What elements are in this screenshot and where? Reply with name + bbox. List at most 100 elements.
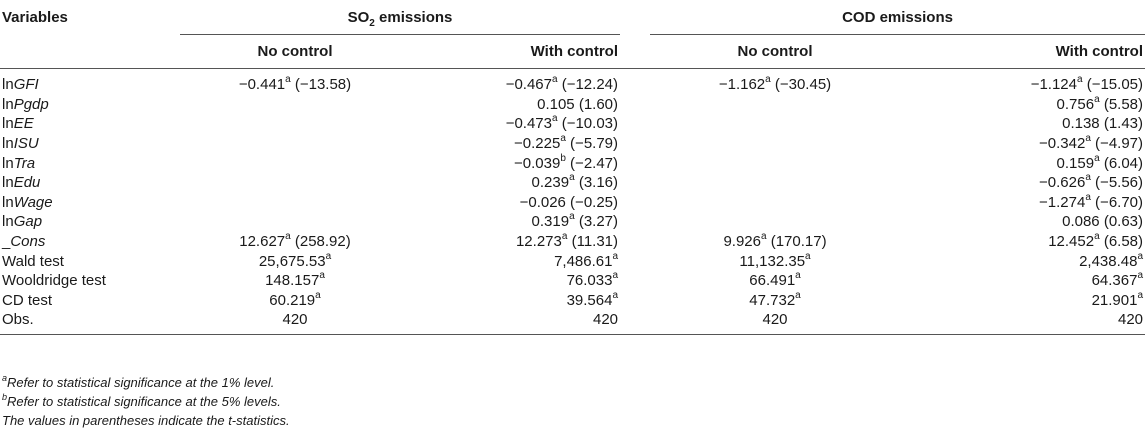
note-b: bRefer to statistical significance at th… [2, 391, 281, 409]
value-cell [180, 153, 410, 173]
note-a: aRefer to statistical significance at th… [2, 372, 275, 390]
row-label: Wald test [2, 252, 64, 270]
note-parentheses: The values in parentheses indicate the t… [2, 413, 290, 428]
so2-with-control-header: With control [410, 34, 621, 69]
so2-no-control-header: No control [180, 34, 410, 69]
gap-cell [620, 173, 650, 193]
gap-cell [620, 193, 650, 213]
gap-cell [620, 212, 650, 232]
value-cell: 39.564a [566, 289, 619, 309]
row-label: lnGFI [2, 76, 39, 94]
value-cell: −0.441a (−13.58) [238, 74, 352, 94]
value-cell: 420 [180, 310, 410, 335]
value-cell: 12.452a (6.58) [1048, 231, 1144, 251]
gap-header [620, 34, 651, 69]
value-cell [650, 95, 900, 115]
value-cell [650, 153, 900, 173]
table-body: lnGFI −0.441a (−13.58) −0.467a (−12.24) −1.… [0, 69, 1145, 335]
so2-suffix: emissions [374, 8, 453, 26]
value-cell: 25,675.53a [258, 250, 332, 270]
regression-table: Variables SO2 emissions COD emissions No… [0, 0, 1145, 335]
value-cell: −0.225a (−5.79) [514, 133, 619, 153]
value-cell [180, 95, 410, 115]
value-cell: −1.274a (−6.70) [1039, 191, 1144, 211]
row-label: lnWage [2, 193, 53, 211]
gap-cell [620, 310, 651, 335]
table-row: Wald test 25,675.53a 7,486.61a 11,132.35a 2,… [0, 251, 1145, 271]
value-cell: 9.926a (170.17) [723, 231, 827, 251]
value-cell: −0.026 (−0.25) [519, 193, 619, 211]
row-label: lnPgdp [2, 95, 49, 113]
value-cell: 420 [900, 310, 1145, 335]
value-cell: 76.033a [566, 270, 619, 290]
blank-header [0, 34, 180, 69]
row-label: Wooldridge test [2, 272, 106, 290]
value-cell: −0.473a (−10.03) [505, 113, 619, 133]
value-cell: 21.901a [1091, 289, 1144, 309]
value-cell: 0.159a (6.04) [1056, 152, 1144, 172]
cod-with-control-header: With control [900, 34, 1145, 69]
table-row: _Cons 12.627a (258.92) 12.273a (11.31) 9.92… [0, 232, 1145, 252]
value-cell: 420 [650, 310, 901, 335]
value-cell: 148.157a [265, 270, 325, 290]
group-gap [620, 0, 650, 35]
value-cell [180, 193, 410, 213]
row-label: lnGap [2, 213, 43, 231]
value-cell: 2,438.48a [1079, 250, 1144, 270]
table-notes: aRefer to statistical significance at th… [2, 373, 290, 430]
value-cell: 47.732a [749, 289, 801, 309]
table-row: lnWage −0.026 (−0.25) −1.274a (−6.70) [0, 191, 1145, 213]
gap-cell [620, 153, 650, 173]
value-cell: 12.273a (11.31) [515, 231, 619, 251]
gap-cell [620, 271, 650, 291]
value-cell [650, 114, 900, 134]
value-cell: −1.162a (−30.45) [718, 74, 832, 94]
so2-prefix: SO [347, 8, 370, 26]
so2-group-header: SO2 emissions [180, 0, 621, 35]
value-cell: 64.367a [1091, 270, 1144, 290]
value-cell: 0.086 (0.63) [1062, 213, 1144, 231]
value-cell: −0.342a (−4.97) [1039, 133, 1144, 153]
cod-group-header: COD emissions [650, 0, 1145, 35]
table-row: Obs. 420 420 420 420 [0, 310, 1145, 335]
row-label: lnEdu [2, 174, 41, 192]
value-cell [180, 134, 410, 154]
gap-cell [620, 69, 650, 95]
value-cell [650, 134, 900, 154]
table-row: Wooldridge test 148.157a 76.033a 66.491a 64.… [0, 271, 1145, 291]
value-cell: 0.239a (3.16) [531, 172, 619, 192]
row-label: _Cons [2, 233, 46, 251]
gap-cell [620, 95, 650, 115]
table-row: lnEdu 0.239a (3.16) −0.626a (−5.56) [0, 173, 1145, 193]
cod-no-control-header: No control [650, 34, 901, 69]
value-cell: 0.105 (1.60) [537, 95, 619, 113]
value-cell: 7,486.61a [554, 250, 619, 270]
table-row: lnEE −0.473a (−10.03) 0.138 (1.43) [0, 114, 1145, 134]
value-cell: −0.039b (−2.47) [514, 152, 619, 172]
value-cell: 0.319a (3.27) [531, 211, 619, 231]
value-cell: −0.467a (−12.24) [505, 74, 619, 94]
gap-cell [620, 251, 650, 271]
value-cell [180, 212, 410, 232]
value-cell: 11,132.35a [739, 250, 811, 270]
gap-cell [620, 114, 650, 134]
gap-cell [620, 232, 650, 252]
value-cell: −1.124a (−15.05) [1030, 74, 1144, 94]
gap-cell [620, 291, 650, 311]
value-cell: 0.756a (5.58) [1056, 93, 1144, 113]
row-label: CD test [2, 291, 53, 309]
value-cell: 60.219a [269, 289, 321, 309]
row-label: lnTra [2, 154, 36, 172]
row-label: lnEE [2, 115, 34, 133]
row-label: Obs. [0, 310, 180, 335]
value-cell [650, 193, 900, 213]
table-row: lnPgdp 0.105 (1.60) 0.756a (5.58) [0, 93, 1145, 115]
value-cell [650, 212, 900, 232]
value-cell [650, 173, 900, 193]
row-label: lnISU [2, 135, 39, 153]
value-cell [180, 173, 410, 193]
gap-cell [620, 134, 650, 154]
value-cell [180, 114, 410, 134]
value-cell: 66.491a [749, 270, 801, 290]
